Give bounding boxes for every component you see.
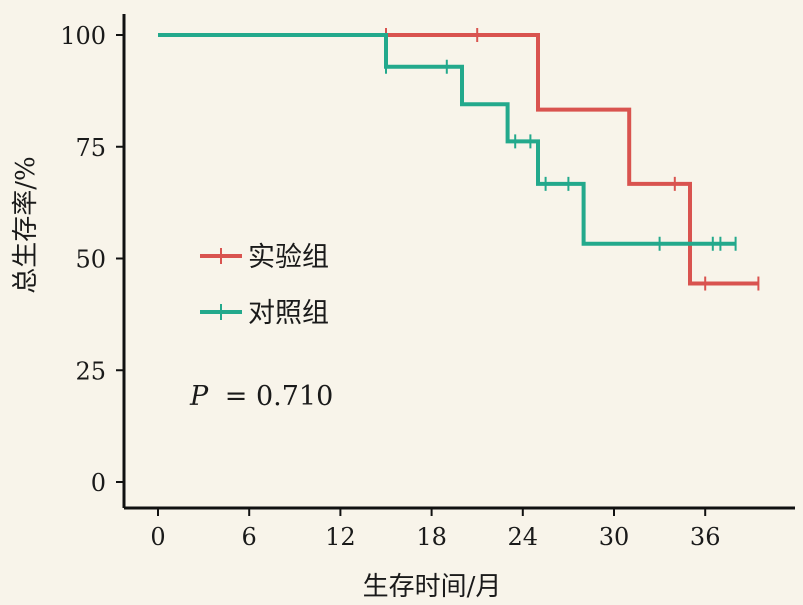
x-tick-label-12: 12	[325, 523, 356, 551]
x-tick-label-36: 36	[690, 523, 721, 551]
x-tick-label-24: 24	[508, 523, 539, 551]
x-tick-label-30: 30	[599, 523, 630, 551]
x-axis-label: 生存时间/月	[363, 572, 502, 602]
x-tick-label-18: 18	[416, 523, 447, 551]
series-line-0	[158, 33, 759, 286]
y-axis-label: 总生存率/%	[11, 156, 41, 293]
x-ticks: 0 6 12 18 24 30 36	[150, 508, 720, 551]
p-value-annotation: P = 0.710	[189, 381, 333, 412]
legend-item-control: 对照组	[200, 298, 329, 329]
p-value-symbol: P	[189, 381, 209, 412]
p-value-text: = 0.710	[225, 381, 334, 412]
legend-label-experimental: 实验组	[248, 242, 329, 273]
x-tick-label-0: 0	[150, 523, 165, 551]
legend-item-experimental: 实验组	[200, 242, 329, 273]
x-tick-label-6: 6	[242, 523, 257, 551]
y-tick-label-50: 50	[75, 246, 106, 274]
y-tick-label-75: 75	[75, 134, 106, 162]
plot-area	[158, 28, 760, 291]
y-tick-label-100: 100	[60, 22, 106, 50]
y-tick-label-25: 25	[75, 357, 106, 385]
legend-label-control: 对照组	[248, 298, 329, 329]
y-tick-label-0: 0	[91, 469, 106, 497]
y-ticks: 0 25 50 75 100	[60, 22, 124, 497]
axes	[122, 14, 795, 510]
legend: 实验组 对照组	[200, 242, 329, 329]
